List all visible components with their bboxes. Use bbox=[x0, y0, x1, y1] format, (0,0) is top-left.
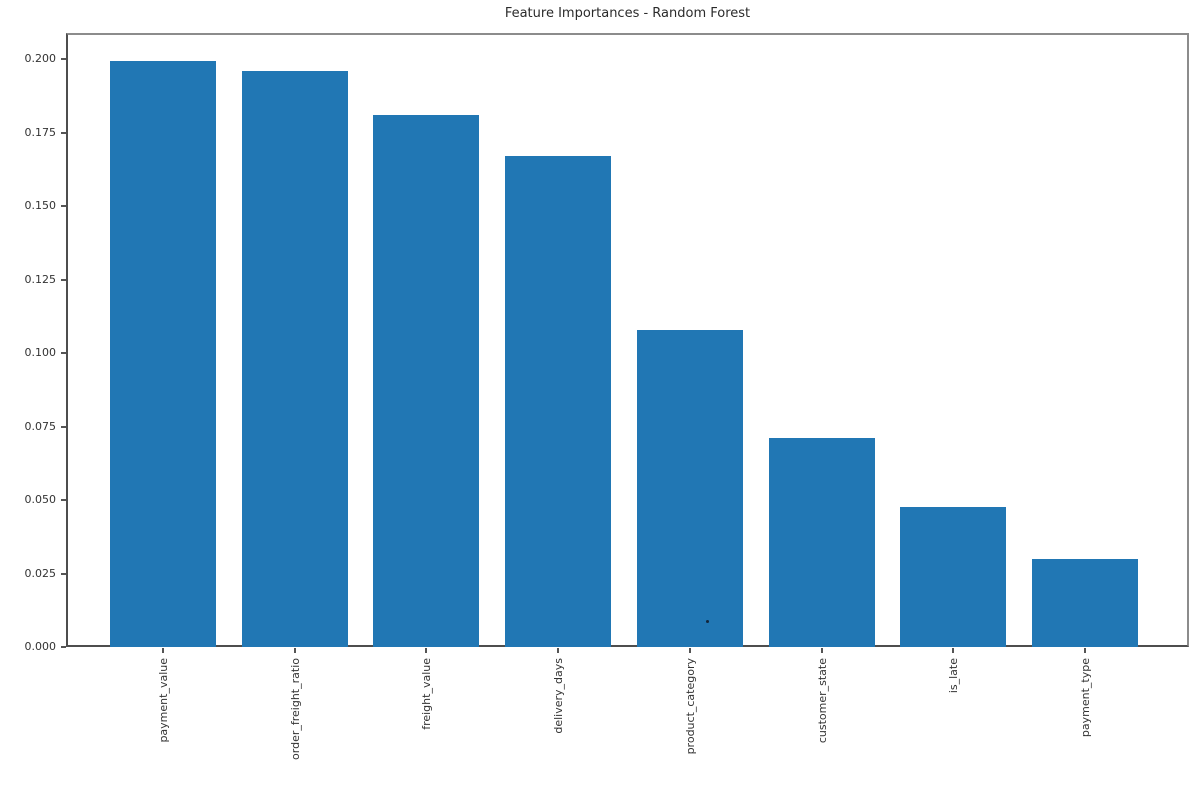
y-tick-mark bbox=[61, 205, 66, 208]
x-tick-mark bbox=[820, 648, 823, 653]
x-tick-label: delivery_days bbox=[552, 658, 566, 734]
x-tick-mark bbox=[162, 648, 164, 653]
x-tick-mark bbox=[425, 648, 428, 653]
bar-payment_type bbox=[1031, 558, 1138, 647]
y-tick-mark bbox=[61, 58, 66, 61]
x-tick-label: customer_state bbox=[815, 658, 829, 744]
y-tick-mark bbox=[61, 278, 66, 281]
bar-customer_state bbox=[768, 437, 875, 647]
x-tick-mark bbox=[1083, 648, 1086, 653]
x-tick-label: freight_value bbox=[420, 658, 434, 730]
y-tick-label: 0.200 bbox=[24, 52, 57, 66]
x-tick-mark bbox=[688, 648, 691, 653]
bar-payment_value bbox=[110, 60, 216, 647]
x-tick-label: payment_type bbox=[1078, 658, 1092, 738]
y-tick-mark bbox=[61, 131, 66, 134]
y-tick-mark bbox=[61, 572, 66, 575]
bar-freight_value bbox=[373, 115, 480, 647]
y-tick-label: 0.100 bbox=[24, 346, 57, 360]
x-tick-label: is_late bbox=[947, 658, 961, 694]
y-tick-label: 0.175 bbox=[24, 125, 57, 139]
x-tick-mark bbox=[952, 648, 955, 653]
y-tick-label: 0.025 bbox=[24, 566, 57, 580]
bar-product_category bbox=[636, 329, 743, 647]
y-tick-label: 0.150 bbox=[24, 199, 57, 213]
plot-area bbox=[66, 33, 1189, 647]
bar-is_late bbox=[900, 506, 1007, 647]
y-tick-mark bbox=[61, 425, 66, 428]
bar-order_freight_ratio bbox=[241, 71, 348, 647]
y-tick-mark bbox=[61, 646, 66, 648]
y-tick-mark bbox=[61, 352, 66, 355]
x-tick-label: product_category bbox=[683, 658, 697, 755]
y-tick-label: 0.075 bbox=[24, 419, 57, 433]
x-tick-mark bbox=[293, 648, 296, 653]
x-tick-label: payment_value bbox=[157, 658, 170, 743]
y-tick-label: 0.125 bbox=[24, 272, 57, 286]
y-tick-label: 0.000 bbox=[24, 640, 57, 653]
bar-delivery_days bbox=[505, 156, 612, 647]
stray-mark bbox=[706, 620, 709, 623]
x-tick-label: order_freight_ratio bbox=[288, 658, 302, 760]
y-tick-mark bbox=[61, 499, 66, 502]
chart-title: Feature Importances - Random Forest bbox=[504, 6, 751, 21]
y-tick-label: 0.050 bbox=[24, 493, 57, 507]
x-tick-mark bbox=[557, 648, 560, 653]
